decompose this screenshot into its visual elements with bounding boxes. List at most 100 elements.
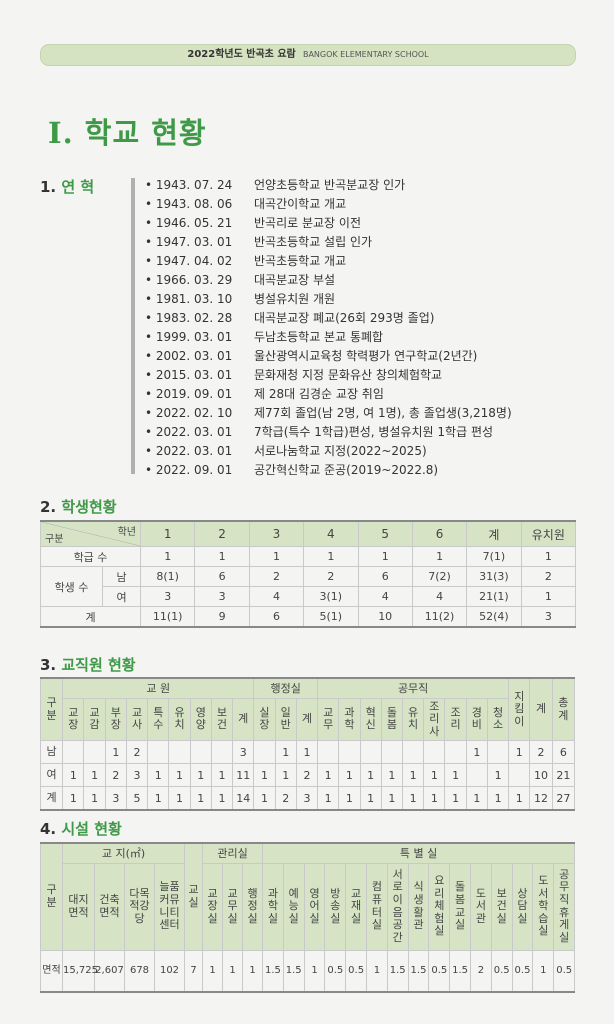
cell: 3 [520, 606, 577, 628]
cell: 3 [295, 786, 319, 811]
table-row: 학생 수 남 8(1) 6 2 2 6 7(2) 31(3) 2 [40, 566, 577, 607]
cell: 1 [62, 763, 85, 788]
cell: 1.5 [407, 949, 430, 992]
history-item: • 1947. 03. 01 반곡초등학교 설립 인가 [145, 233, 512, 252]
cell: 1 [423, 786, 446, 811]
cell: 1 [222, 949, 244, 992]
cell: 1 [104, 740, 127, 765]
cell [253, 740, 276, 765]
cell: 1 [147, 786, 170, 811]
history-text: 반곡초등학교 설립 인가 [254, 235, 373, 249]
cell [168, 740, 191, 765]
column-header: 조리사 [423, 697, 446, 742]
cell: 1 [359, 786, 382, 811]
history-date: • 1943. 08. 06 [145, 197, 233, 211]
history-item: • 2022. 09. 01 공간혁신학교 준공(2019~2022.8) [145, 461, 512, 480]
history-date: • 1966. 03. 29 [145, 273, 233, 287]
column-header: 행정실 [242, 862, 264, 951]
cell: 21(1) [466, 586, 522, 607]
cell: 1 [444, 786, 467, 811]
history-list: • 1943. 07. 24 언양초등학교 반곡분교장 인가 • 1943. 08.… [145, 176, 512, 480]
cell: 1 [248, 546, 305, 567]
cell [359, 740, 382, 765]
cell [83, 740, 106, 765]
history-date: • 2002. 03. 01 [145, 349, 233, 363]
cell: 1 [194, 546, 250, 567]
group-header: 관리실 [202, 842, 264, 864]
table-row: 여 3 3 4 3(1) 4 4 21(1) 1 [41, 586, 577, 607]
cell: 5(1) [303, 606, 359, 628]
staff-table: 구분 교 원 행정실 공무직 지킴이 계 총계 교장 교감 부장 교사 특수 유치 영양 보건 계 실장 일반 계 교… [39, 677, 576, 812]
cell: 7 [184, 949, 204, 992]
column-header: 예능실 [282, 862, 305, 951]
table-row: 학급 수 1 1 1 1 1 1 7(1) 1 [40, 546, 577, 567]
cell: 11 [232, 763, 255, 788]
cell: 0.5 [511, 949, 534, 992]
column-header: 교장 [62, 697, 85, 742]
column-header: 교무실 [222, 862, 244, 951]
history-text: 언양초등학교 반곡분교장 인가 [254, 178, 406, 192]
cell: 3 [139, 586, 196, 607]
history-date: • 2019. 09. 01 [145, 387, 233, 401]
column-header: 유치원 [520, 520, 577, 547]
cell: 15,725 [62, 949, 98, 992]
cell: 6 [248, 606, 305, 628]
column-header: 교실 [184, 842, 204, 951]
header-title-en: BANGOK ELEMENTARY SCHOOL [302, 50, 429, 59]
cell: 1 [380, 763, 404, 788]
cell: 21 [551, 763, 576, 788]
history-date: • 2022. 09. 01 [145, 463, 233, 477]
cell [62, 740, 85, 765]
cell: 102 [153, 949, 186, 992]
history-date: • 2022. 03. 01 [145, 444, 233, 458]
history-date: • 1947. 04. 02 [145, 254, 233, 268]
cell: 2 [295, 763, 319, 788]
history-text: 대곡분교장 폐교(26회 293명 졸업) [254, 311, 435, 325]
column-header: 특수 [147, 697, 170, 742]
cell: 1 [202, 949, 224, 992]
cell: 1 [423, 763, 446, 788]
section-number: 3. [40, 656, 57, 674]
column-header: 5 [357, 520, 413, 547]
column-header: 보건실 [490, 862, 513, 951]
history-date: • 1983. 02. 28 [145, 311, 233, 325]
cell: 11(2) [411, 606, 468, 628]
column-header: 계 [466, 520, 522, 547]
history-text: 두남초등학교 본교 통폐합 [254, 330, 384, 344]
table-row: 계 1 1 3 5 1 1 1 1 14 1 2 3 1 1 1 1 1 1 1 1 1 1 12 27 [39, 786, 576, 811]
cell: 1 [357, 546, 413, 567]
column-header: 경비 [465, 697, 488, 742]
column-header: 3 [248, 520, 305, 547]
column-header: 도서관 [470, 862, 492, 951]
cell: 1 [242, 949, 264, 992]
cell [338, 740, 361, 765]
cell [317, 740, 340, 765]
cell: 1 [486, 763, 510, 788]
cell: 1.5 [282, 949, 305, 992]
group-header: 특 별 실 [262, 842, 576, 864]
cell: 1 [401, 786, 425, 811]
column-header: 유치 [401, 697, 425, 742]
cell: 8(1) [139, 566, 196, 587]
cell: 1 [253, 763, 276, 788]
history-item: • 2022. 02. 10 제77회 졸업(남 2명, 여 1명), 총 졸업생… [145, 404, 512, 423]
group-header: 교 원 [62, 677, 255, 699]
cell: 2 [303, 566, 359, 587]
row-sublabel: 여 [102, 586, 141, 607]
cell: 6 [551, 740, 576, 765]
cell: 1 [486, 786, 510, 811]
cell: 1 [465, 740, 488, 765]
history-text: 서로나눔학교 지정(2022~2025) [254, 444, 427, 458]
column-header: 교장실 [202, 862, 224, 951]
cell: 7(2) [411, 566, 468, 587]
cell: 678 [124, 949, 155, 992]
history-text: 공간혁신학교 준공(2019~2022.8) [254, 463, 439, 477]
history-item: • 1981. 03. 10 병설유치원 개원 [145, 290, 512, 309]
cell: 27 [551, 786, 576, 811]
history-item: • 2019. 09. 01 제 28대 김경순 교장 취임 [145, 385, 512, 404]
history-text: 반곡리로 분교장 이전 [254, 216, 361, 230]
cell: 3 [125, 763, 149, 788]
history-text: 제 28대 김경순 교장 취임 [254, 387, 384, 401]
cell: 9 [194, 606, 250, 628]
cell: 1 [359, 763, 382, 788]
